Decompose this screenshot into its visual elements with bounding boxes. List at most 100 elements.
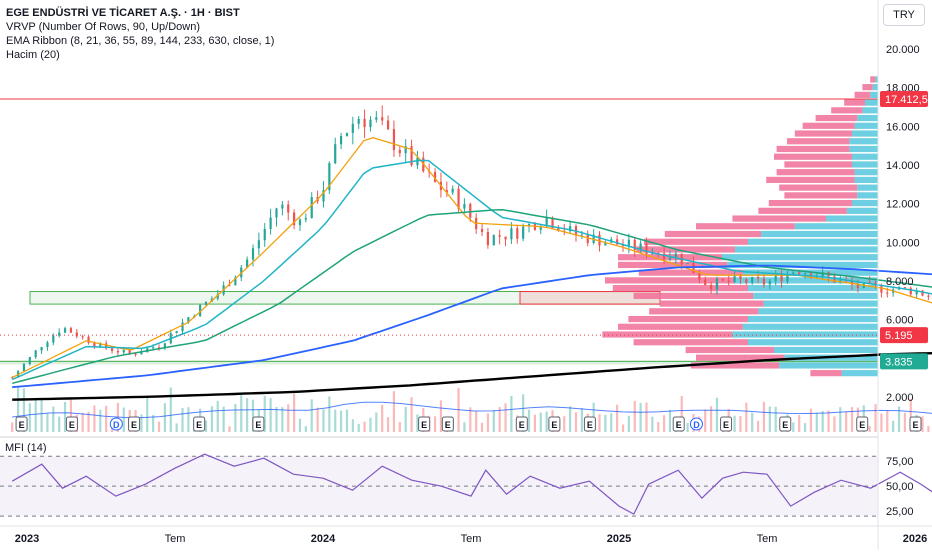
profile-up-bar: [722, 254, 878, 261]
event-marker-label: E: [782, 420, 788, 430]
volume-bar: [745, 402, 748, 432]
candle-body: [58, 332, 61, 336]
ema-8-line: [11, 137, 932, 379]
event-marker-label: E: [19, 420, 25, 430]
volume-bar: [93, 405, 96, 432]
profile-down-bar: [784, 161, 852, 168]
volume-bar: [169, 387, 172, 432]
candle-body: [739, 276, 742, 280]
profile-down-bar: [644, 238, 748, 245]
volume-bar: [921, 416, 924, 432]
candle-body: [815, 276, 818, 279]
earnings-marker: [779, 416, 792, 432]
candle-body: [433, 172, 437, 182]
profile-down-bar: [628, 315, 748, 323]
profile-up-bar: [748, 238, 878, 245]
candle-body: [157, 347, 161, 349]
profile-down-bar: [774, 153, 852, 160]
profile-down-bar: [636, 246, 735, 253]
candle-body: [533, 224, 536, 230]
profile-up-bar: [826, 215, 878, 222]
candle-body: [645, 243, 648, 254]
price-tick-label: 10.000: [886, 237, 920, 249]
candle-body: [704, 279, 707, 285]
volume-bar: [81, 412, 84, 432]
volume-bar: [563, 416, 566, 432]
candle-body: [11, 377, 14, 379]
volume-bar: [28, 403, 31, 432]
candle-body: [99, 343, 102, 347]
profile-down-bar: [758, 207, 847, 214]
volume-bar: [580, 407, 583, 432]
earnings-marker: [128, 416, 141, 432]
volume-bar: [909, 398, 912, 432]
mfi-label[interactable]: MFI (14): [5, 442, 47, 454]
volume-bar: [410, 397, 413, 432]
volume-bar: [392, 391, 396, 432]
profile-up-bar: [846, 207, 878, 214]
profile-up-bar: [774, 346, 878, 354]
candle-body: [903, 287, 906, 289]
volume-bar: [886, 410, 889, 432]
candle-body: [915, 290, 918, 295]
candle-body: [310, 197, 313, 219]
indicator-ema-ribbon[interactable]: EMA Ribbon (8, 21, 36, 55, 89, 144, 233,…: [6, 35, 275, 47]
candle-body: [586, 234, 589, 243]
profile-up-bar: [753, 292, 878, 299]
profile-up-bar: [854, 176, 878, 184]
volume-bar: [310, 399, 313, 432]
profile-down-bar: [776, 145, 850, 153]
profile-down-bar: [690, 362, 780, 369]
profile-down-bar: [696, 354, 785, 361]
mfi-tick-label: 25,00: [886, 506, 914, 518]
volume-bar: [897, 406, 901, 432]
earnings-marker: [583, 416, 596, 432]
volume-bar: [287, 404, 290, 432]
volume-bar: [768, 406, 771, 432]
candle-body: [786, 273, 789, 282]
profile-down-bar: [633, 292, 754, 299]
candle-body: [692, 263, 695, 274]
volume-bar: [827, 410, 830, 432]
volume-bar: [815, 412, 818, 432]
earnings-marker: [418, 416, 431, 432]
indicator-vrvp[interactable]: VRVP (Number Of Rows, 90, Up/Down): [6, 21, 200, 33]
candle-body: [110, 348, 114, 351]
symbol-title[interactable]: EGE ENDÜSTRİ VE TİCARET A.Ş. · 1H · BIST: [6, 7, 240, 19]
volume-bar: [709, 406, 713, 432]
profile-down-bar: [618, 323, 743, 330]
candle-body: [69, 328, 73, 333]
price-levels: [0, 98, 878, 336]
volume-bar: [52, 406, 55, 432]
volume-bar: [222, 406, 225, 432]
volume-bar: [850, 407, 854, 432]
volume-bar: [105, 405, 108, 432]
candle-body: [163, 343, 166, 348]
volume-bar: [246, 398, 249, 432]
event-marker-label: E: [519, 420, 525, 430]
volume-bar: [146, 396, 149, 432]
profile-up-bar: [857, 192, 878, 199]
volume-bar: [621, 424, 625, 432]
candle-body: [774, 275, 777, 281]
volume-bar: [645, 402, 648, 432]
candle-body: [175, 331, 178, 334]
profile-down-bar: [685, 346, 774, 354]
candle-body: [698, 273, 701, 280]
currency-button[interactable]: TRY: [883, 4, 925, 26]
candle-body: [715, 278, 719, 290]
volume-bar: [381, 404, 384, 432]
candle-body: [345, 132, 349, 136]
candle-body: [668, 257, 672, 260]
volume-bar: [339, 410, 343, 432]
profile-up-bar: [857, 184, 878, 191]
candle-body: [46, 342, 49, 348]
volume-bar: [616, 404, 619, 432]
volume-bar: [533, 414, 536, 432]
volume-bar: [181, 407, 184, 432]
mfi-line: [11, 453, 932, 515]
indicator-volume[interactable]: Hacim (20): [6, 49, 60, 61]
